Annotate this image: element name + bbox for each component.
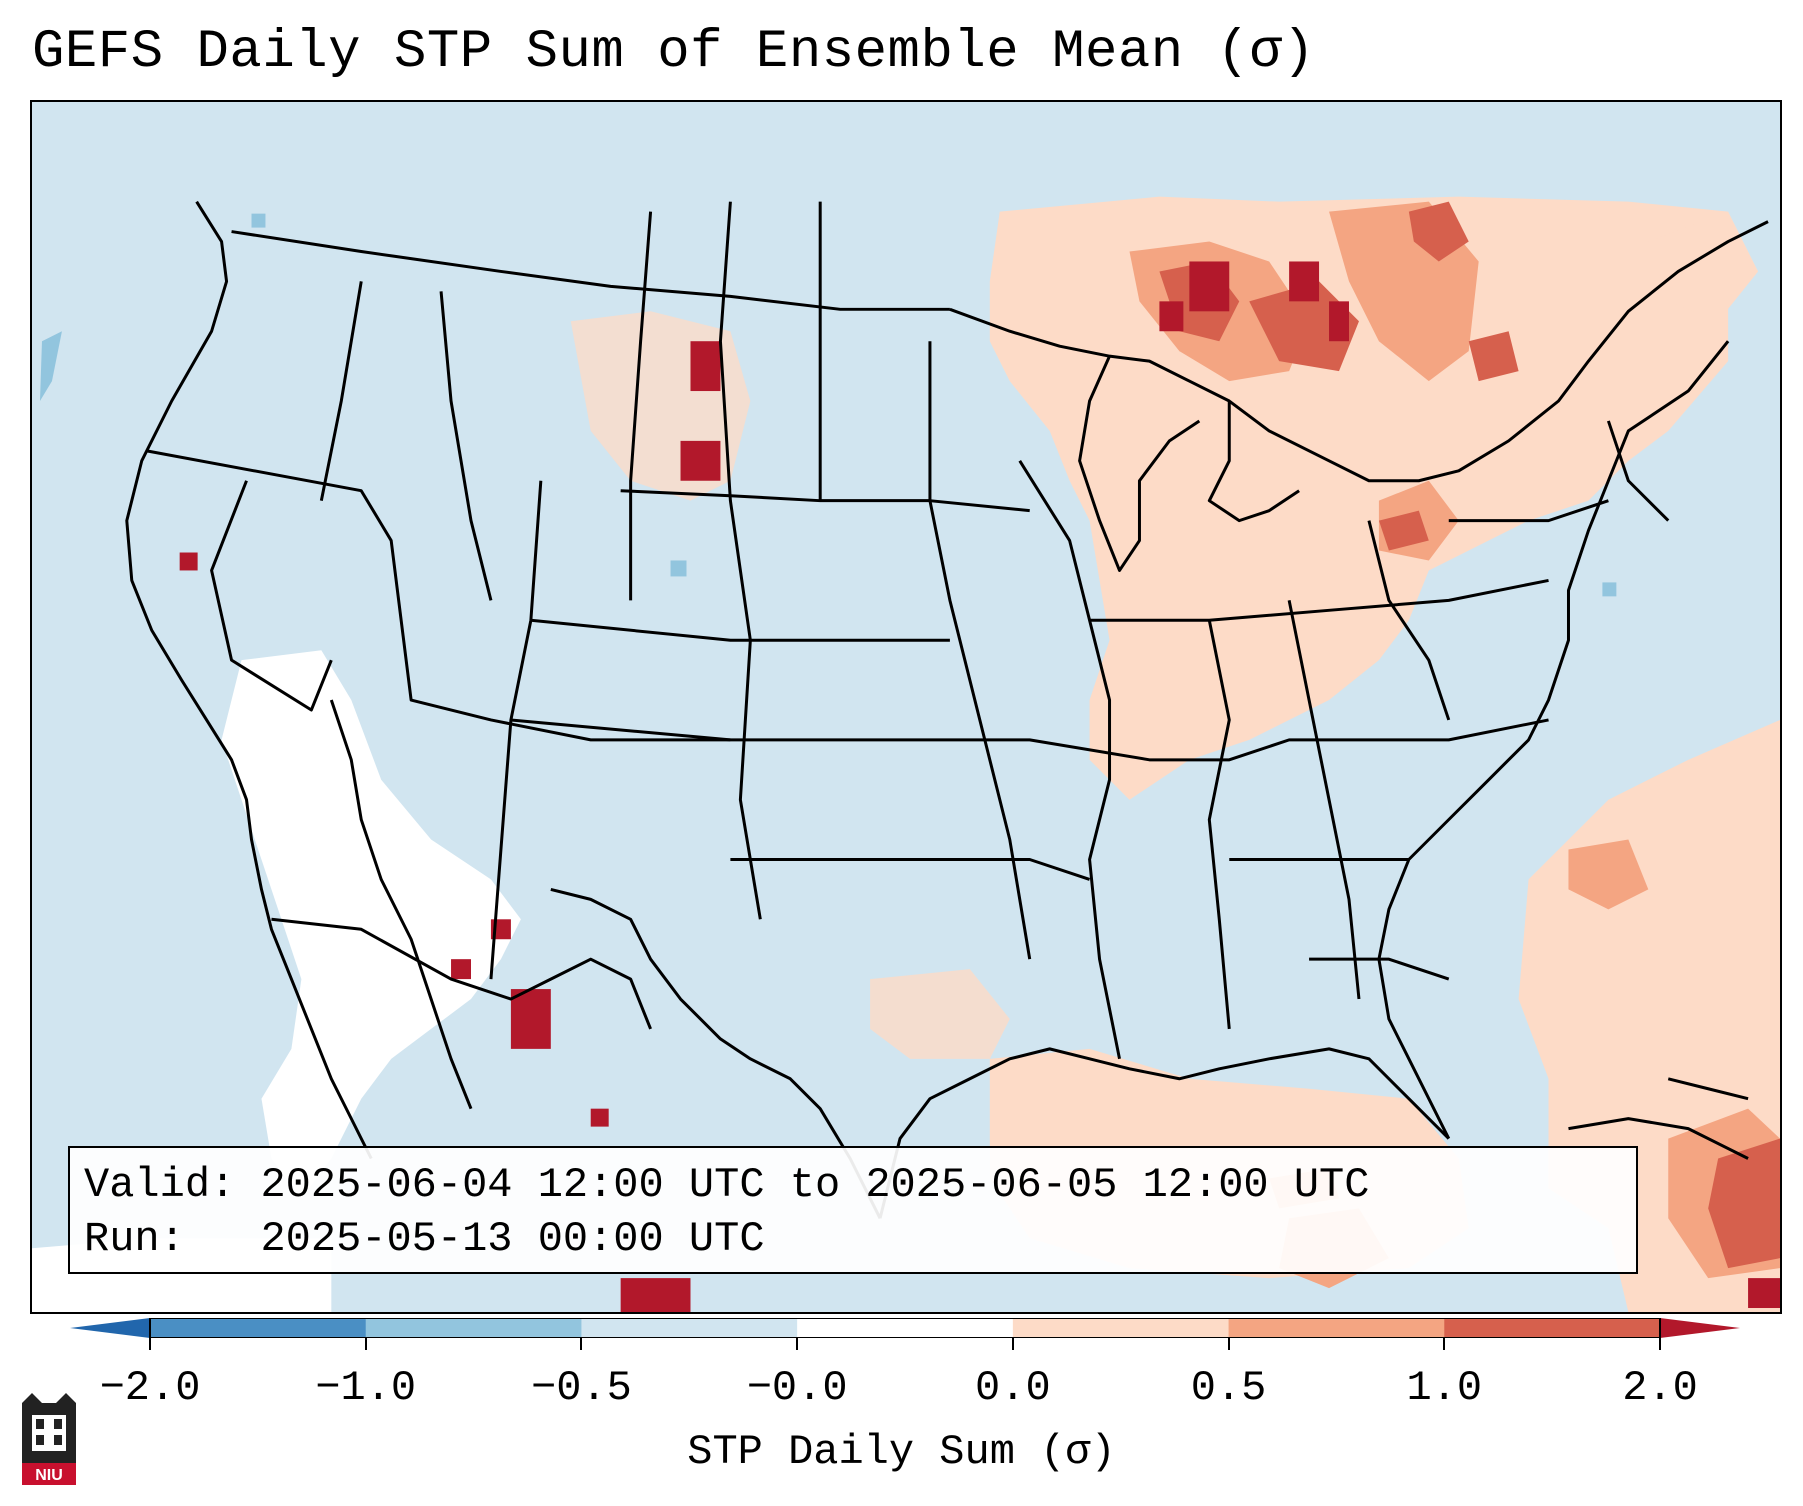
colorbar-tick-label: 0.5 <box>1190 1364 1267 1412</box>
valid-label: Valid: <box>84 1161 236 1209</box>
map-canvas <box>32 102 1780 1312</box>
logo-banner <box>22 1463 76 1485</box>
map-panel: Valid: 2025-06-04 12:00 UTC to 2025-06-0… <box>30 100 1782 1314</box>
niu-logo: NIU <box>22 1393 76 1485</box>
field-positive-extreme <box>179 261 1780 1312</box>
map-title: GEFS Daily STP Sum of Ensemble Mean (σ) <box>32 22 1316 83</box>
valid-line: Valid: 2025-06-04 12:00 UTC to 2025-06-0… <box>84 1158 1622 1212</box>
run-line: Run: 2025-05-13 00:00 UTC <box>84 1212 1622 1266</box>
run-label: Run: <box>84 1215 185 1263</box>
colorbar-over-arrow <box>1660 1318 1740 1338</box>
colorbar-tick-label: 1.0 <box>1406 1364 1483 1412</box>
colorbar-tick-label: −2.0 <box>99 1364 201 1412</box>
colorbar-tick-label: −1.0 <box>315 1364 417 1412</box>
colorbar-bin <box>797 1318 1014 1338</box>
colorbar-tick <box>1443 1338 1446 1350</box>
colorbar-tick-label: 2.0 <box>1622 1364 1698 1412</box>
valid-value: 2025-06-04 12:00 UTC to 2025-06-05 12:00… <box>260 1161 1370 1209</box>
colorbar-bins <box>150 1318 1661 1338</box>
colorbar-outline <box>149 1318 1661 1338</box>
colorbar-tick <box>364 1338 367 1350</box>
colorbar-bin <box>581 1318 798 1338</box>
colorbar-bin <box>365 1318 582 1338</box>
colorbar-under-arrow <box>70 1318 150 1338</box>
info-box: Valid: 2025-06-04 12:00 UTC to 2025-06-0… <box>68 1146 1638 1274</box>
colorbar-bin <box>1228 1318 1445 1338</box>
field-negative-cells <box>39 213 1617 597</box>
colorbar-tick <box>796 1338 799 1350</box>
colorbar-tick <box>580 1338 583 1350</box>
colorbar-tick-label: −0.0 <box>746 1364 848 1412</box>
colorbar-bin <box>150 1318 367 1338</box>
logo-text: NIU <box>35 1467 63 1484</box>
colorbar-tick <box>149 1338 151 1350</box>
colorbar <box>70 1318 1740 1338</box>
colorbar-label: STP Daily Sum (σ) <box>687 1428 1116 1476</box>
run-value: 2025-05-13 00:00 UTC <box>260 1215 765 1263</box>
colorbar-tick <box>1659 1338 1661 1350</box>
colorbar-tick <box>1227 1338 1230 1350</box>
colorbar-bin <box>1012 1318 1230 1338</box>
colorbar-bin <box>1444 1318 1661 1338</box>
colorbar-tick-label: 0.0 <box>975 1364 1051 1412</box>
colorbar-tick <box>1011 1338 1014 1350</box>
map-boundaries <box>125 200 1769 1219</box>
colorbar-tick-label: −0.5 <box>531 1364 632 1412</box>
